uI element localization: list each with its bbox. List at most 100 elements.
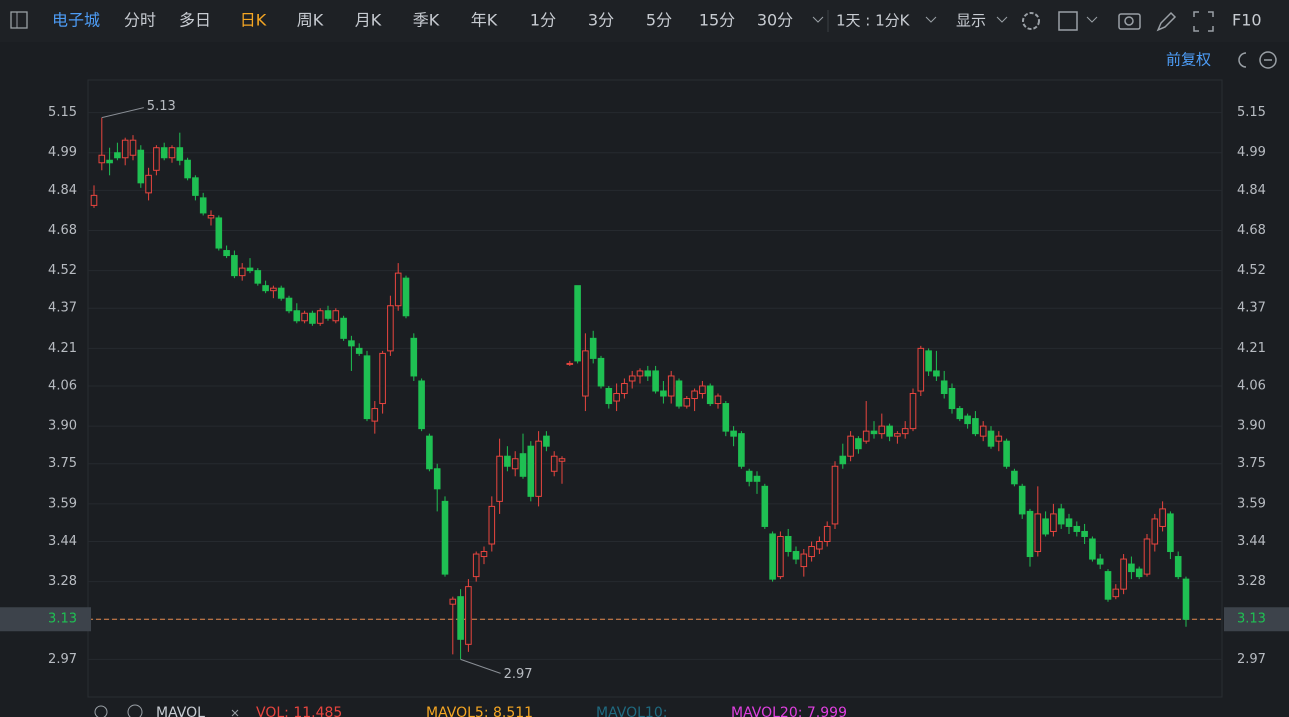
candle-body (925, 350, 932, 372)
adjust-mode[interactable]: 前复权 (1166, 51, 1211, 69)
candle-body (348, 340, 355, 347)
candle-body (972, 418, 979, 435)
candle-body (137, 149, 145, 184)
candle-body (371, 408, 379, 422)
settings-icon[interactable] (1022, 12, 1040, 30)
max-label: 5.13 (147, 99, 176, 114)
candle-body (683, 398, 691, 407)
candle-body (745, 470, 753, 482)
candle-body (153, 147, 160, 171)
candle-body (394, 272, 402, 307)
candle-body (1128, 563, 1135, 573)
period-tab[interactable]: 周K (297, 11, 324, 30)
y-tick-label-right: 2.97 (1237, 652, 1266, 667)
candle-body (519, 453, 527, 477)
period-tab[interactable]: 年K (471, 11, 498, 30)
candle-body (285, 297, 293, 312)
candle-body (223, 250, 230, 257)
indicator-name: MAVOL (156, 705, 205, 717)
period-tab[interactable]: 5分 (646, 11, 672, 30)
y-tick-label: 3.75 (48, 456, 77, 471)
candle-body (706, 385, 714, 405)
min-label: 2.97 (504, 667, 533, 682)
y-tick-label-right: 4.52 (1237, 263, 1266, 278)
candle-body (1096, 558, 1104, 565)
candle-body (1073, 525, 1081, 532)
candle-body (465, 586, 472, 645)
period-tab[interactable]: 分时 (124, 11, 156, 30)
candle-body (176, 147, 184, 161)
candle-body (504, 455, 511, 467)
period-tab[interactable]: 多日 (179, 11, 211, 30)
candle-body (231, 255, 238, 277)
candle-body (277, 287, 285, 299)
display-menu[interactable]: 显示 (956, 12, 986, 30)
y-tick-label: 3.28 (48, 574, 77, 589)
last-price-box (0, 607, 91, 632)
candle-body (215, 217, 223, 249)
checkbox-icon[interactable] (1058, 11, 1078, 31)
candle-body (979, 425, 987, 437)
candle-body (636, 370, 644, 377)
candle-body (1159, 508, 1166, 527)
reset-icon[interactable] (1238, 52, 1247, 68)
candle-body (753, 475, 761, 482)
draw-icon[interactable] (1156, 11, 1177, 32)
candle-body (324, 310, 332, 319)
period-tab[interactable]: 15分 (699, 11, 735, 30)
candle-body (1003, 440, 1010, 467)
candle-body (262, 285, 269, 292)
stock-name[interactable]: 电子城 (52, 11, 100, 30)
candle-body (402, 277, 410, 317)
candle-body (106, 159, 113, 164)
period-tab[interactable]: 30分 (757, 11, 793, 30)
y-tick-label: 4.68 (48, 223, 77, 238)
period-tab[interactable]: 日K (240, 11, 267, 30)
candle-body (543, 435, 550, 447)
y-tick-label: 3.44 (48, 534, 77, 549)
y-tick-label-right: 4.21 (1237, 341, 1266, 356)
candle-body (1057, 508, 1065, 525)
f10-button[interactable]: F10 (1232, 11, 1262, 30)
screenshot-icon[interactable] (1118, 13, 1141, 30)
y-tick-label-right: 4.68 (1237, 223, 1266, 238)
candle-body (816, 540, 823, 550)
candle-body (535, 440, 542, 497)
fullscreen-icon[interactable] (1193, 11, 1214, 32)
candle-body (426, 435, 433, 470)
y-tick-label: 4.84 (48, 183, 77, 198)
period-tab[interactable]: 3分 (588, 11, 614, 30)
zoom-out-icon[interactable] (1259, 51, 1277, 69)
candle-body (855, 438, 862, 450)
y-tick-label: 4.37 (48, 301, 77, 316)
candle-body (1065, 518, 1073, 527)
candle-body (340, 317, 347, 339)
candle-body (496, 455, 503, 502)
candle-body (254, 270, 262, 284)
period-tab[interactable]: 季K (413, 11, 440, 30)
period-tab[interactable]: 月K (355, 11, 382, 30)
candle-body (933, 370, 940, 377)
candle-body (379, 352, 386, 405)
candle-body (699, 385, 706, 395)
y-tick-label-right: 3.44 (1237, 534, 1266, 549)
candle-body (441, 500, 449, 575)
more-periods[interactable] (812, 16, 824, 23)
indicator-close[interactable] (127, 704, 143, 717)
candle-body (1151, 518, 1159, 545)
indicator-settings[interactable] (94, 705, 108, 717)
y-tick-label: 4.99 (48, 145, 77, 160)
indicator-value: VOL: 11.485 (256, 705, 342, 717)
candle-body (660, 390, 667, 397)
camera-lens (1124, 16, 1134, 26)
candle-body (199, 197, 207, 214)
candle-body (652, 370, 659, 392)
candle-body (1034, 513, 1042, 553)
sidebar-toggle[interactable] (10, 11, 28, 29)
indicator-remove[interactable] (231, 709, 239, 717)
interval-select[interactable]: 1天 : 1分K (836, 12, 911, 30)
y-tick-label-right: 5.15 (1237, 105, 1266, 120)
candle-body (738, 433, 745, 467)
candle-body (129, 139, 137, 156)
period-tab[interactable]: 1分 (530, 11, 556, 30)
